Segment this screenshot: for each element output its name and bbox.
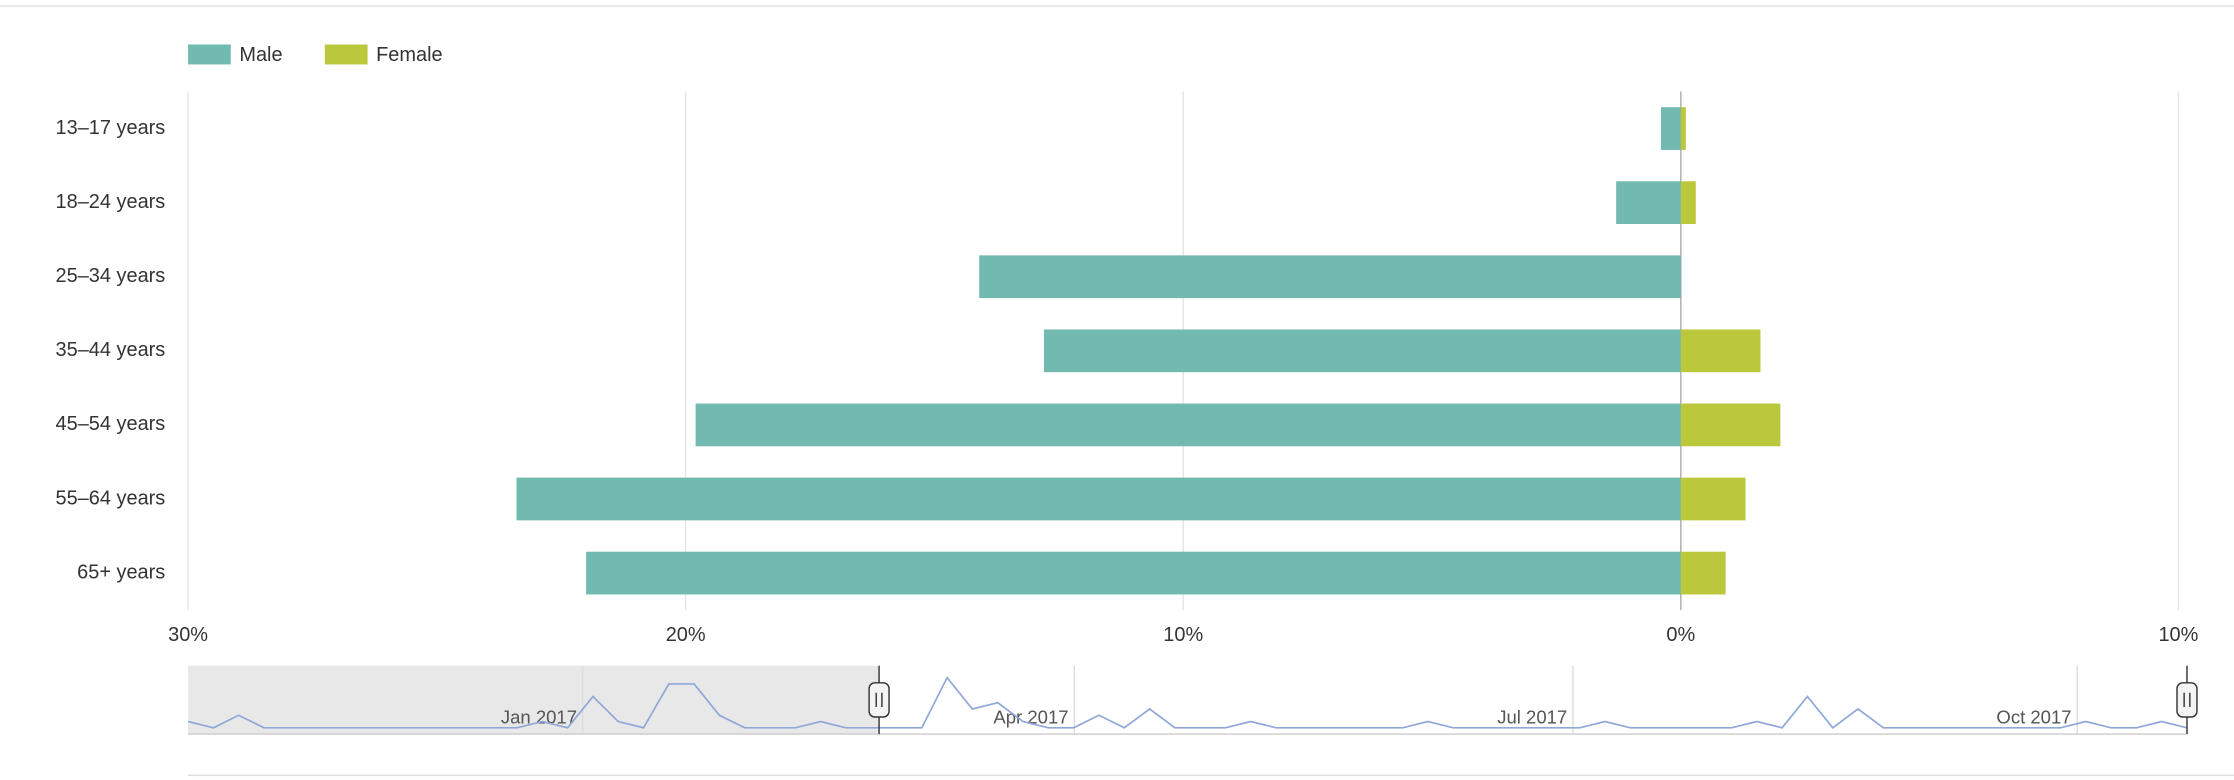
navigator-line: [187, 676, 2188, 729]
y-tick-label: 45–54 years: [56, 413, 166, 435]
bar: [1680, 181, 1696, 225]
bar: [1616, 181, 1681, 225]
y-tick-label: 25–34 years: [56, 265, 166, 287]
bar: [1680, 477, 1746, 521]
legend-label[interactable]: Female: [376, 44, 442, 66]
bar: [586, 551, 1681, 595]
x-tick-label: 0%: [1666, 624, 1695, 646]
navigator-handle[interactable]: [2176, 682, 2198, 718]
y-tick-label: 55–64 years: [56, 487, 166, 509]
bar: [516, 477, 1681, 521]
legend-swatch[interactable]: [188, 44, 231, 65]
x-tick-label: 10%: [1163, 624, 1203, 646]
x-tick-label: 30%: [168, 624, 208, 646]
navigator-label: Jan 2017: [501, 706, 577, 727]
bar: [1680, 551, 1726, 595]
y-tick-label: 35–44 years: [56, 339, 166, 361]
bar: [979, 255, 1681, 299]
x-tick-label: 20%: [666, 624, 706, 646]
bar: [1680, 329, 1761, 373]
navigator-label: Jul 2017: [1497, 706, 1567, 727]
bar: [695, 403, 1681, 447]
bar: [1660, 107, 1681, 150]
bar: [1680, 403, 1781, 447]
bar: [1680, 107, 1686, 150]
navigator-handle[interactable]: [868, 682, 890, 718]
navigator-mask: [188, 665, 880, 735]
y-tick-label: 65+ years: [77, 561, 165, 583]
legend-swatch[interactable]: [324, 44, 368, 65]
y-tick-label: 18–24 years: [56, 191, 166, 213]
legend-label[interactable]: Male: [239, 44, 282, 66]
bar: [1043, 329, 1681, 373]
y-tick-label: 13–17 years: [56, 117, 166, 139]
navigator-label: Apr 2017: [993, 706, 1068, 727]
navigator-label: Oct 2017: [1996, 706, 2071, 727]
x-tick-label: 10%: [2158, 624, 2198, 646]
